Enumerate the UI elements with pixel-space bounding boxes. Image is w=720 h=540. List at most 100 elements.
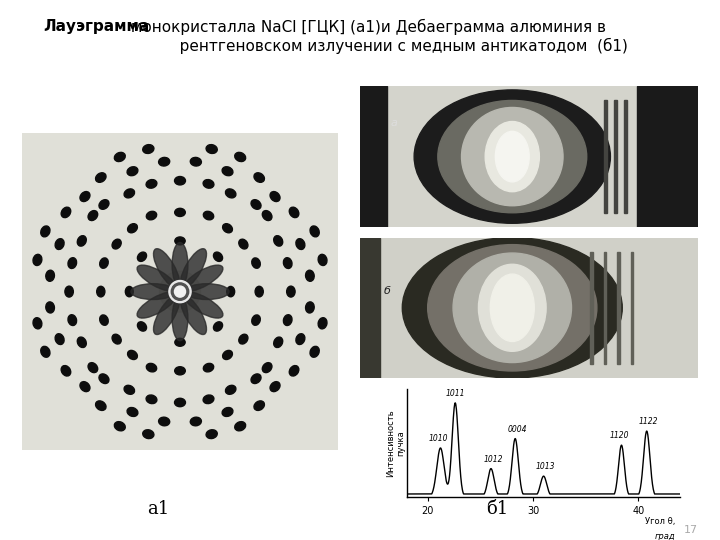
Ellipse shape bbox=[146, 395, 157, 403]
Ellipse shape bbox=[112, 239, 121, 249]
Bar bbox=[631, 252, 634, 364]
Text: Лауэграмма: Лауэграмма bbox=[43, 19, 150, 34]
Ellipse shape bbox=[181, 295, 207, 334]
Ellipse shape bbox=[184, 292, 223, 318]
Bar bbox=[617, 252, 620, 364]
Ellipse shape bbox=[203, 363, 214, 372]
Ellipse shape bbox=[99, 315, 108, 325]
Ellipse shape bbox=[88, 211, 98, 220]
Circle shape bbox=[174, 286, 186, 297]
Ellipse shape bbox=[99, 258, 108, 268]
Circle shape bbox=[159, 271, 201, 312]
Ellipse shape bbox=[175, 339, 185, 346]
Ellipse shape bbox=[287, 286, 295, 297]
Ellipse shape bbox=[55, 334, 64, 345]
Ellipse shape bbox=[251, 374, 261, 383]
Ellipse shape bbox=[172, 296, 188, 341]
Ellipse shape bbox=[490, 274, 534, 341]
Ellipse shape bbox=[146, 363, 157, 372]
Ellipse shape bbox=[158, 157, 170, 166]
Ellipse shape bbox=[125, 286, 133, 297]
Ellipse shape bbox=[318, 318, 327, 329]
Ellipse shape bbox=[255, 286, 264, 297]
Ellipse shape bbox=[112, 334, 121, 344]
Ellipse shape bbox=[305, 302, 314, 313]
Ellipse shape bbox=[318, 254, 327, 266]
Ellipse shape bbox=[46, 270, 55, 281]
Ellipse shape bbox=[222, 224, 233, 233]
Ellipse shape bbox=[252, 258, 261, 268]
Ellipse shape bbox=[227, 286, 235, 297]
Ellipse shape bbox=[213, 322, 222, 331]
Ellipse shape bbox=[251, 200, 261, 210]
Ellipse shape bbox=[274, 235, 283, 246]
Bar bbox=[613, 100, 617, 213]
Y-axis label: Интенсивность
пучка: Интенсивность пучка bbox=[386, 409, 405, 477]
Ellipse shape bbox=[310, 346, 319, 357]
Ellipse shape bbox=[478, 264, 546, 352]
Ellipse shape bbox=[138, 322, 147, 331]
Ellipse shape bbox=[462, 107, 563, 206]
Ellipse shape bbox=[222, 350, 233, 360]
Ellipse shape bbox=[222, 408, 233, 416]
Text: а1: а1 bbox=[148, 501, 169, 518]
Ellipse shape bbox=[96, 401, 106, 410]
Ellipse shape bbox=[114, 152, 125, 161]
Ellipse shape bbox=[414, 90, 611, 224]
Text: 1012: 1012 bbox=[483, 455, 503, 464]
Bar bbox=[360, 86, 387, 227]
Ellipse shape bbox=[289, 207, 299, 218]
Text: 17: 17 bbox=[684, 524, 698, 535]
Ellipse shape bbox=[175, 208, 185, 217]
Ellipse shape bbox=[80, 382, 90, 392]
Text: б: б bbox=[384, 286, 390, 296]
Ellipse shape bbox=[158, 417, 170, 426]
Ellipse shape bbox=[296, 334, 305, 345]
Ellipse shape bbox=[127, 167, 138, 176]
Ellipse shape bbox=[33, 254, 42, 266]
Bar bbox=[603, 100, 607, 213]
Ellipse shape bbox=[143, 145, 154, 153]
Ellipse shape bbox=[138, 252, 147, 261]
Ellipse shape bbox=[428, 245, 597, 371]
Text: 1122: 1122 bbox=[639, 417, 659, 427]
Circle shape bbox=[169, 280, 191, 303]
Ellipse shape bbox=[172, 242, 188, 287]
Ellipse shape bbox=[61, 366, 71, 376]
Ellipse shape bbox=[495, 131, 529, 182]
Ellipse shape bbox=[41, 346, 50, 357]
Ellipse shape bbox=[96, 286, 105, 297]
Text: 1013: 1013 bbox=[536, 462, 555, 471]
Ellipse shape bbox=[252, 315, 261, 325]
Circle shape bbox=[171, 283, 189, 300]
Ellipse shape bbox=[203, 211, 214, 220]
Ellipse shape bbox=[438, 100, 587, 213]
Ellipse shape bbox=[184, 265, 223, 291]
Ellipse shape bbox=[270, 382, 280, 392]
Ellipse shape bbox=[143, 430, 154, 438]
Ellipse shape bbox=[46, 302, 55, 313]
Text: б1: б1 bbox=[486, 501, 508, 518]
Ellipse shape bbox=[99, 200, 109, 210]
Text: 1011: 1011 bbox=[446, 389, 465, 398]
Text: 0004: 0004 bbox=[508, 425, 527, 434]
Ellipse shape bbox=[77, 235, 86, 246]
Ellipse shape bbox=[185, 284, 229, 300]
Text: а: а bbox=[390, 118, 397, 128]
Ellipse shape bbox=[127, 224, 138, 233]
Ellipse shape bbox=[33, 318, 42, 329]
Ellipse shape bbox=[124, 189, 135, 198]
Ellipse shape bbox=[153, 295, 179, 334]
Ellipse shape bbox=[55, 239, 64, 249]
Ellipse shape bbox=[146, 211, 157, 220]
Ellipse shape bbox=[254, 401, 264, 410]
Ellipse shape bbox=[137, 265, 176, 291]
Ellipse shape bbox=[114, 422, 125, 431]
Ellipse shape bbox=[296, 239, 305, 249]
Ellipse shape bbox=[203, 180, 214, 188]
Ellipse shape bbox=[284, 315, 292, 326]
Text: град: град bbox=[654, 532, 675, 540]
Ellipse shape bbox=[213, 252, 222, 261]
Ellipse shape bbox=[68, 258, 76, 268]
Ellipse shape bbox=[65, 286, 73, 297]
